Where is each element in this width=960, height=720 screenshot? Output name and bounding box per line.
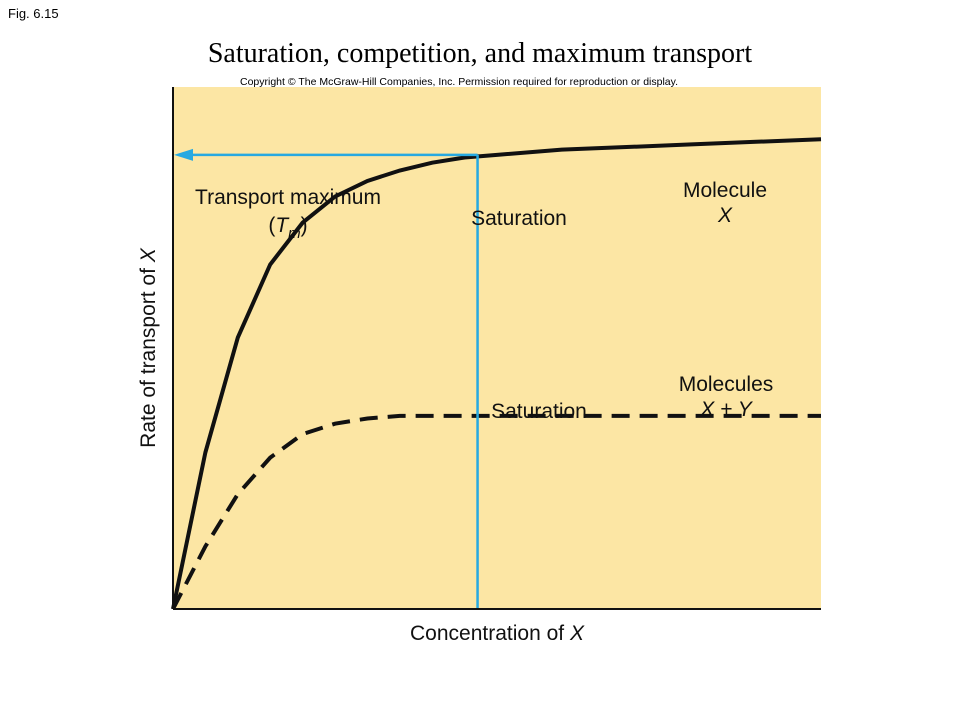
saturation-label-lower: Saturation bbox=[491, 400, 587, 423]
y-axis-label: Rate of transport of X bbox=[137, 247, 160, 448]
legend-molecules-xy-line1: Molecules bbox=[679, 373, 774, 396]
figure-label: Fig. 6.15 bbox=[8, 6, 59, 21]
saturation-label-upper: Saturation bbox=[471, 207, 567, 230]
page-title: Saturation, competition, and maximum tra… bbox=[207, 38, 753, 69]
legend-molecule-x-line2: X bbox=[717, 204, 733, 227]
plot-background bbox=[173, 87, 821, 609]
series-x-curve bbox=[171, 137, 822, 610]
copyright-notice: Copyright © The McGraw-Hill Companies, I… bbox=[240, 76, 679, 88]
x-axis-label: Concentration of X bbox=[410, 622, 585, 645]
transport-maximum-label: Transport maximum bbox=[195, 186, 381, 209]
transport-max-arrowhead bbox=[174, 148, 193, 161]
legend-molecules-xy-line2: X + Y bbox=[699, 398, 754, 421]
legend-molecule-x-line1: Molecule bbox=[683, 179, 767, 202]
series-x-plus-y-curve bbox=[171, 413, 821, 610]
